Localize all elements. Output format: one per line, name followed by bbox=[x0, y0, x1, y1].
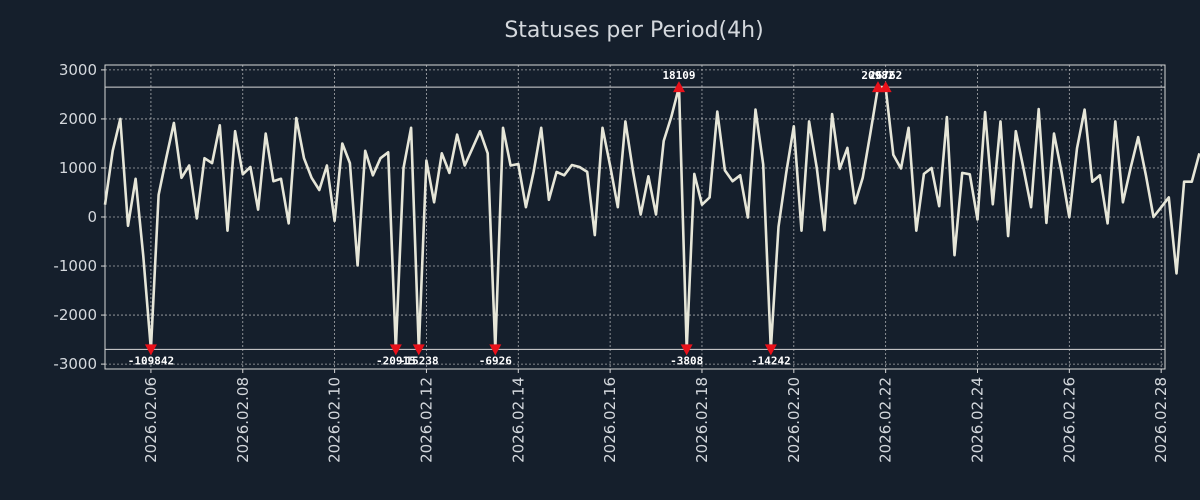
annotation-label: -20915 bbox=[376, 354, 416, 367]
y-axis: 3000 2000 1000 0 -1000 -2000 -3000 bbox=[53, 61, 105, 373]
x-tick-label: 2026.02.14 bbox=[509, 377, 527, 463]
series-line bbox=[103, 85, 1200, 351]
grid-lines bbox=[105, 65, 1165, 369]
y-tick-label: 1000 bbox=[59, 159, 97, 177]
annotation-label: -14242 bbox=[751, 354, 791, 367]
y-tick-label: 2000 bbox=[59, 110, 97, 128]
chart-title: Statuses per Period(4h) bbox=[504, 18, 763, 43]
y-tick-label: 3000 bbox=[59, 61, 97, 79]
x-tick-label: 2026.02.06 bbox=[142, 377, 160, 463]
clip-band-lines bbox=[105, 86, 1165, 350]
x-tick-label: 2026.02.12 bbox=[417, 377, 435, 463]
trough-marker bbox=[764, 344, 777, 356]
x-tick-label: 2026.02.26 bbox=[1060, 377, 1078, 463]
x-tick-label: 2026.02.10 bbox=[326, 377, 344, 463]
annotation-label: -3808 bbox=[670, 354, 703, 367]
annotation-label: 26762 bbox=[869, 69, 902, 82]
y-tick-label: -2000 bbox=[53, 306, 97, 324]
peak-marker bbox=[673, 81, 686, 93]
x-tick-label: 2026.02.22 bbox=[877, 377, 895, 463]
annotation-label: -6926 bbox=[479, 354, 512, 367]
x-tick-label: 2026.02.20 bbox=[785, 377, 803, 463]
y-tick-label: -3000 bbox=[53, 355, 97, 373]
y-tick-label: 0 bbox=[87, 208, 97, 226]
x-tick-label: 2026.02.28 bbox=[1152, 377, 1170, 463]
trough-marker bbox=[389, 344, 402, 356]
x-tick-label: 2026.02.08 bbox=[234, 377, 252, 463]
trough-marker bbox=[680, 344, 693, 356]
trough-marker bbox=[489, 344, 502, 356]
x-axis: 2026.02.06 2026.02.08 2026.02.10 2026.02.12… bbox=[142, 369, 1170, 463]
series-line-group bbox=[103, 85, 1200, 351]
peak-marker bbox=[871, 81, 884, 93]
annotation-label: 18109 bbox=[662, 69, 695, 82]
trough-marker bbox=[412, 344, 425, 356]
annotation-label: -109842 bbox=[128, 354, 174, 367]
trough-marker bbox=[144, 344, 157, 356]
x-tick-label: 2026.02.24 bbox=[968, 377, 986, 463]
peak-marker bbox=[879, 81, 892, 93]
annotation-label: -15238 bbox=[399, 354, 439, 367]
x-tick-label: 2026.02.18 bbox=[693, 377, 711, 463]
x-tick-label: 2026.02.16 bbox=[601, 377, 619, 463]
y-tick-label: -1000 bbox=[53, 257, 97, 275]
annotation-label: 20982 bbox=[861, 69, 894, 82]
annotation-markers: -109842 -20915-15238 -6926 18109 -3808 -14242… bbox=[128, 69, 902, 367]
